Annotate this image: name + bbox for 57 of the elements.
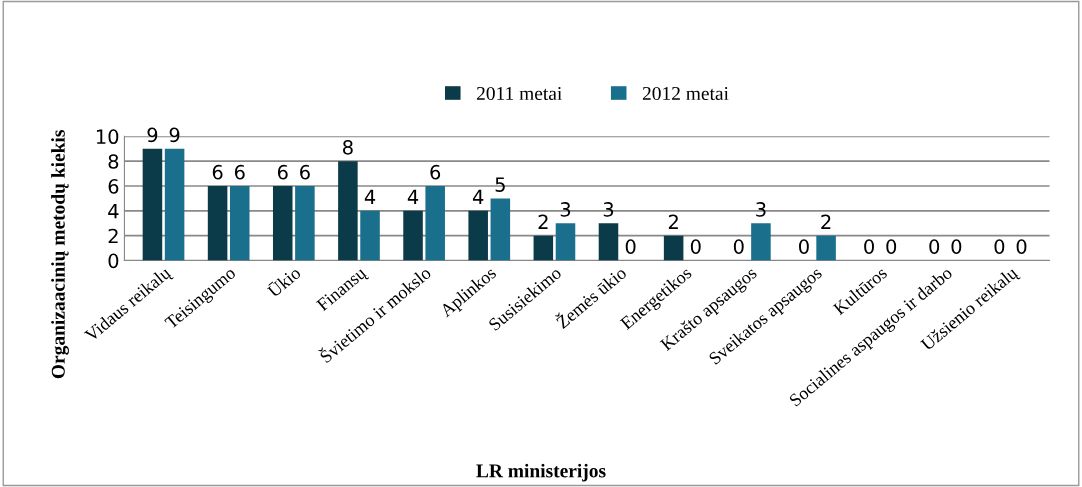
bar — [425, 186, 445, 261]
bar — [164, 148, 185, 261]
y-tick-label: 0 — [108, 253, 119, 269]
bar — [663, 235, 684, 261]
bar — [142, 148, 163, 261]
bar — [229, 186, 250, 261]
legend-label: 2011 metai — [476, 86, 562, 101]
data-label: 0 — [1016, 239, 1027, 254]
data-label: 0 — [994, 239, 1005, 254]
data-label: 8 — [343, 139, 353, 155]
legend-label: 2012 metai — [642, 86, 729, 101]
data-label: 0 — [951, 239, 962, 254]
y-tick-label: 10 — [96, 129, 119, 145]
bar — [403, 210, 423, 261]
x-tick-label: Ūkio — [265, 264, 302, 299]
data-label: 4 — [364, 189, 376, 205]
bar — [272, 186, 293, 261]
bar — [338, 161, 358, 261]
bar — [533, 235, 554, 261]
bar — [751, 223, 771, 261]
y-tick-label: 8 — [108, 154, 119, 169]
data-label: 6 — [277, 164, 288, 180]
data-label: 0 — [733, 239, 744, 254]
x-axis-title: LR ministerijos — [476, 463, 606, 482]
data-label: 4 — [472, 189, 484, 205]
data-label: 2 — [821, 214, 831, 229]
data-label: 6 — [300, 164, 310, 180]
bar — [207, 186, 228, 261]
data-label: 6 — [430, 164, 441, 180]
data-label: 6 — [212, 164, 223, 180]
data-label: 0 — [929, 239, 940, 254]
data-label: 3 — [560, 202, 571, 217]
bar — [598, 223, 619, 261]
data-label: 5 — [495, 177, 505, 192]
bar — [468, 210, 488, 261]
y-tick-label: 2 — [108, 228, 118, 244]
data-label: 9 — [147, 127, 158, 143]
data-label: 3 — [603, 202, 614, 217]
data-label: 2 — [668, 214, 678, 229]
y-tick-label: 4 — [108, 204, 119, 219]
data-label: 2 — [538, 214, 548, 229]
data-label: 0 — [690, 239, 701, 254]
bar — [360, 210, 380, 261]
y-axis-title: Organizaacinių metodų kiekis — [51, 130, 69, 379]
bar — [490, 198, 511, 261]
data-label: 0 — [625, 239, 636, 254]
data-label: 6 — [234, 164, 245, 180]
bar — [295, 186, 315, 261]
data-label: 0 — [799, 239, 809, 254]
bar — [816, 235, 836, 261]
data-label: 4 — [407, 189, 419, 205]
data-label: 0 — [886, 239, 897, 254]
data-label: 0 — [864, 239, 874, 254]
data-label: 3 — [756, 202, 766, 217]
y-tick-label: 6 — [108, 178, 119, 194]
data-label: 9 — [169, 127, 180, 143]
bar — [555, 223, 576, 261]
